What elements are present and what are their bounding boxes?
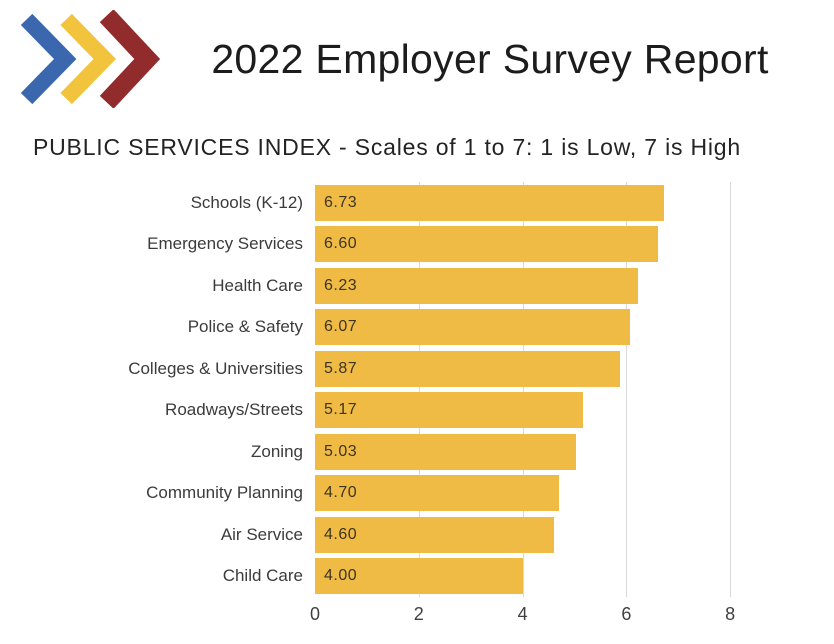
x-axis-tick-label: 4 [517,604,528,624]
bar: 6.73 [315,184,665,221]
page-title: 2022 Employer Survey Report [211,35,769,82]
bar: 6.60 [315,226,658,263]
category-label: Emergency Services [147,234,303,254]
category-label: Health Care [212,275,303,295]
chart-row: Roadways/Streets 5.17 [0,390,834,432]
chart-row: Police & Safety 6.07 [0,307,834,349]
x-axis-tick-label: 0 [309,604,321,624]
category-label: Zoning [251,441,303,461]
row-plot-area: 6.07 [315,309,834,346]
row-plot-area: 5.03 [315,433,834,470]
chart-row: Emergency Services 6.60 [0,224,834,266]
bar-value-label: 6.60 [324,235,358,253]
bar-value-label: 6.07 [324,318,358,336]
chart-row: Colleges & Universities 5.87 [0,348,834,390]
bar-value-label: 4.00 [324,567,358,585]
bar-value-label: 4.60 [324,525,358,543]
row-plot-area: 6.73 [315,184,834,221]
chart-title: PUBLIC SERVICES INDEX - Scales of 1 to 7… [33,134,741,160]
bar: 4.00 [315,558,523,595]
category-label: Child Care [222,566,303,586]
bar: 5.87 [315,350,620,387]
row-plot-area: 4.00 [315,558,834,595]
category-label: Schools (K-12) [190,192,303,212]
chart-row: Zoning 5.03 [0,431,834,473]
bar: 6.23 [315,267,639,304]
category-label: Roadways/Streets [165,400,303,420]
bar-value-label: 6.23 [324,276,358,294]
bar: 5.17 [315,392,584,429]
bar-value-label: 4.70 [324,484,358,502]
bar-value-label: 5.17 [324,401,358,419]
bar-chart: Schools (K-12) 6.73 Emergency Services 6.60… [0,182,834,627]
category-label: Air Service [220,524,303,544]
bar: 4.70 [315,475,559,512]
bar-value-label: 5.87 [324,359,358,377]
gridline [522,182,524,597]
category-label: Colleges & Universities [128,358,303,378]
bar: 5.03 [315,433,577,470]
x-axis-tick-label: 2 [413,604,424,624]
bar: 4.60 [315,516,554,553]
row-plot-area: 4.70 [315,475,834,512]
chart-row: Community Planning 4.70 [0,473,834,515]
header: 2022 Employer Survey Report [0,0,834,110]
category-label: Community Planning [146,483,303,503]
chart-row: Child Care 4.00 [0,556,834,598]
x-axis-tick-label: 6 [621,604,632,624]
gridlines [315,182,834,597]
x-axis: 0 2 4 6 8 [310,597,834,627]
bar: 6.07 [315,309,631,346]
row-plot-area: 5.87 [315,350,834,387]
gridline [730,182,732,597]
chart-row: Schools (K-12) 6.73 [0,182,834,224]
chart-row: Air Service 4.60 [0,514,834,556]
bar-value-label: 5.03 [324,442,358,460]
row-plot-area: 5.17 [315,392,834,429]
category-label: Police & Safety [187,317,303,337]
bar-rows: Schools (K-12) 6.73 Emergency Services 6.60… [0,182,834,597]
chart-row: Health Care 6.23 [0,265,834,307]
bar-value-label: 6.73 [324,193,358,211]
row-plot-area: 6.23 [315,267,834,304]
row-plot-area: 4.60 [315,516,834,553]
triple-chevron-logo-icon [20,10,160,108]
gridline [626,182,628,597]
gridline [418,182,420,597]
row-plot-area: 6.60 [315,226,834,263]
x-axis-tick-label: 8 [725,604,736,624]
